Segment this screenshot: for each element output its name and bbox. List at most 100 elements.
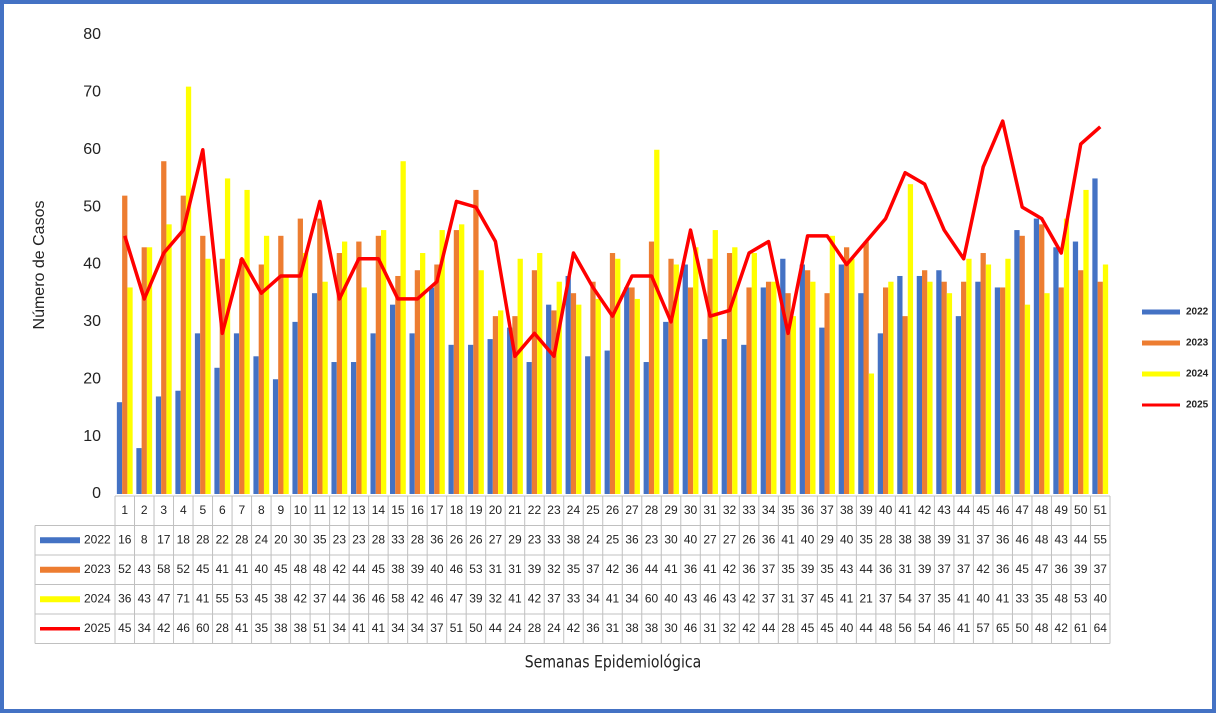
bar	[849, 258, 855, 494]
table-cell: 42	[294, 591, 308, 605]
bar	[946, 293, 953, 494]
table-cell: 28	[196, 532, 210, 546]
table-cell: 44	[645, 562, 659, 576]
bar	[155, 396, 162, 494]
table-cell: 35	[567, 562, 581, 576]
table-cell: 44	[762, 621, 776, 635]
table-cell: 38	[274, 591, 288, 605]
x-tick-label: 50	[1074, 503, 1088, 517]
table-cell: 28	[216, 621, 230, 635]
table-cell: 46	[684, 621, 698, 635]
bar	[1033, 218, 1040, 494]
bar	[927, 281, 933, 494]
table-cell: 39	[918, 562, 932, 576]
bar	[663, 321, 669, 494]
bar	[1092, 178, 1098, 494]
table-cell: 35	[859, 532, 873, 546]
table-cell: 28	[781, 621, 795, 635]
bar	[863, 241, 869, 494]
bar	[975, 281, 981, 494]
table-cell: 33	[567, 591, 581, 605]
table-cell: 26	[469, 532, 483, 546]
bar	[439, 230, 445, 494]
x-tick-label: 34	[762, 503, 776, 517]
table-cell: 71	[177, 591, 191, 605]
table-cell: 31	[508, 562, 522, 576]
table-cell: 24	[508, 621, 522, 635]
bar	[253, 356, 259, 494]
table-cell: 51	[313, 621, 327, 635]
table-series-name: 2025	[84, 621, 111, 635]
table-cell: 61	[1074, 621, 1088, 635]
bar	[746, 287, 752, 494]
bar	[673, 264, 679, 494]
table-cell: 36	[625, 562, 639, 576]
bar	[1000, 287, 1006, 494]
table-cell: 34	[586, 591, 600, 605]
table-cell: 41	[508, 591, 522, 605]
table-cell: 38	[391, 562, 405, 576]
bar	[258, 264, 264, 494]
bar	[897, 275, 903, 494]
x-tick-label: 26	[606, 503, 620, 517]
y-tick-label: 60	[83, 141, 101, 158]
bar	[799, 264, 805, 494]
bar	[498, 310, 504, 494]
table-cell: 32	[489, 591, 503, 605]
table-cell: 36	[1055, 562, 1069, 576]
x-tick-label: 16	[411, 503, 425, 517]
table-cell: 44	[859, 621, 873, 635]
table-cell: 43	[138, 591, 152, 605]
bar	[551, 310, 557, 494]
table-cell: 48	[294, 562, 308, 576]
x-tick-label: 13	[352, 503, 366, 517]
table-cell: 28	[411, 532, 425, 546]
table-cell: 39	[469, 591, 483, 605]
bar	[292, 321, 298, 494]
table-cell: 41	[781, 532, 795, 546]
bar	[687, 287, 694, 494]
table-cell: 48	[1035, 621, 1049, 635]
x-tick-label: 51	[1094, 503, 1108, 517]
x-tick-label: 37	[820, 503, 834, 517]
table-cell: 47	[450, 591, 464, 605]
bar	[375, 235, 382, 494]
bar	[341, 241, 348, 494]
bar	[473, 189, 479, 494]
bar	[146, 247, 153, 494]
table-cell: 37	[430, 621, 444, 635]
table-cell: 48	[1035, 532, 1049, 546]
bar	[175, 390, 181, 494]
table-cell: 37	[762, 591, 776, 605]
table-cell: 40	[664, 591, 678, 605]
table-cell: 38	[625, 621, 639, 635]
bar	[409, 333, 415, 494]
bar	[1039, 224, 1045, 494]
x-tick-label: 2	[141, 503, 148, 517]
table-cell: 46	[937, 621, 951, 635]
table-cell: 33	[547, 532, 561, 546]
table-cell: 36	[684, 562, 698, 576]
table-cell: 54	[898, 591, 912, 605]
bar	[414, 270, 421, 494]
table-cell: 35	[781, 562, 795, 576]
table-cell: 36	[996, 562, 1010, 576]
table-cell: 37	[957, 562, 971, 576]
table-cell: 24	[547, 621, 561, 635]
bar	[317, 218, 323, 494]
bar	[141, 247, 147, 494]
table-cell: 38	[645, 621, 659, 635]
table-cell: 37	[313, 591, 327, 605]
table-cell: 31	[898, 562, 912, 576]
x-tick-label: 18	[450, 503, 464, 517]
table-cell: 47	[1035, 562, 1049, 576]
bar	[819, 327, 825, 494]
bar	[492, 316, 499, 494]
bar	[370, 333, 376, 494]
x-tick-label: 42	[918, 503, 932, 517]
table-cell: 39	[1074, 562, 1088, 576]
table-cell: 36	[586, 621, 600, 635]
table-cell: 48	[313, 562, 327, 576]
x-tick-label: 21	[508, 503, 522, 517]
bar	[389, 304, 396, 494]
